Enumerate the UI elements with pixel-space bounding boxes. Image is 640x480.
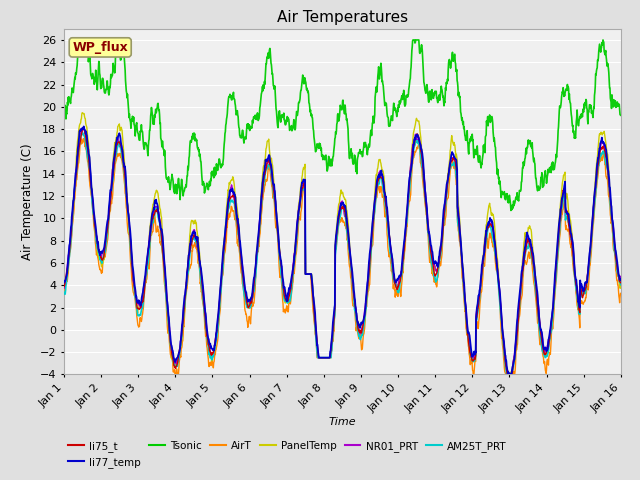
Text: WP_flux: WP_flux [72,41,128,54]
Title: Air Temperatures: Air Temperatures [277,10,408,25]
X-axis label: Time: Time [328,417,356,427]
Y-axis label: Air Temperature (C): Air Temperature (C) [21,144,35,260]
Legend: li75_t, li77_temp, Tsonic, AirT, PanelTemp, NR01_PRT, AM25T_PRT: li75_t, li77_temp, Tsonic, AirT, PanelTe… [64,437,511,472]
